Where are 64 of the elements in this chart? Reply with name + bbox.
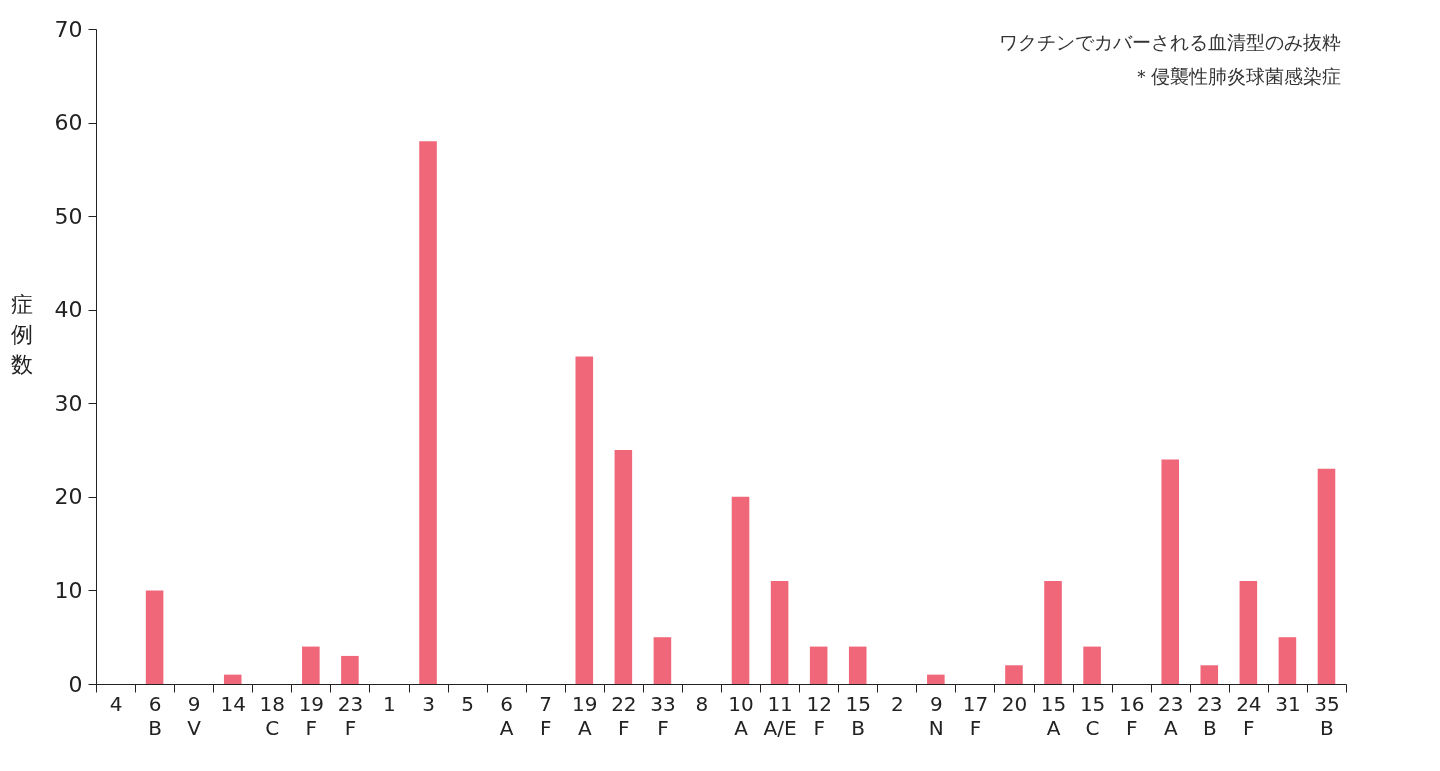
- bar: [1317, 468, 1336, 684]
- x-tick-label: 6 B: [148, 691, 162, 740]
- x-tick-label: 12 F: [806, 691, 832, 740]
- x-tick-label: 3: [422, 691, 435, 716]
- x-tick-label: 23 F: [337, 691, 364, 740]
- bar: [927, 674, 945, 684]
- x-tick-label: 9 V: [187, 691, 202, 740]
- y-tick-label: 60: [54, 110, 83, 136]
- x-tick-label: 2: [890, 691, 904, 716]
- bar: [1044, 581, 1062, 684]
- bar: [1278, 637, 1297, 684]
- bar: [1161, 459, 1180, 684]
- x-tick-label: 33 F: [650, 691, 676, 740]
- x-tick-label: 8: [695, 691, 709, 716]
- y-tick-label: 10: [54, 577, 83, 603]
- x-tick-label: 24 F: [1236, 691, 1262, 740]
- bar: [1239, 581, 1258, 684]
- x-tick-label: 18 C: [259, 691, 286, 740]
- bar: [1005, 665, 1023, 684]
- bar: [575, 356, 594, 684]
- x-tick-label: 19 A: [572, 691, 598, 740]
- x-tick-label: 20: [1001, 691, 1028, 716]
- bar: [848, 646, 867, 684]
- y-tick-label: 50: [54, 203, 83, 229]
- x-tick-label: 23 A: [1157, 691, 1184, 740]
- bar: [653, 637, 672, 684]
- y-tick-label: 70: [54, 16, 83, 42]
- x-tick-label: 7 F: [539, 691, 553, 740]
- x-tick-label: 31: [1275, 691, 1301, 716]
- bar: [145, 590, 164, 684]
- bar: [731, 496, 750, 684]
- bar: [1083, 646, 1101, 684]
- x-tick-label: 15 C: [1079, 691, 1106, 740]
- x-tick-label: 1: [383, 691, 396, 716]
- x-tick-label: 14: [220, 691, 246, 716]
- bar: [770, 581, 789, 684]
- x-tick-label: 4: [109, 691, 123, 716]
- x-tick-label: 15 A: [1040, 691, 1067, 740]
- bar: [341, 655, 359, 684]
- y-axis-title: 症例数: [10, 292, 33, 377]
- annotation: ＊侵襲性肺炎球菌感染症: [1132, 65, 1341, 87]
- x-tick-label: 6 A: [499, 691, 514, 740]
- annotation: ワクチンでカバーされる血清型のみ抜粋: [999, 31, 1341, 53]
- bar: [223, 674, 242, 684]
- y-tick-label: 20: [54, 484, 83, 510]
- x-tick-label: 10 A: [728, 691, 754, 740]
- y-tick-label: 40: [54, 297, 83, 323]
- bar: [809, 646, 828, 684]
- x-tick-label: 22 F: [611, 691, 637, 740]
- bar: [1200, 665, 1219, 684]
- y-tick-label: 30: [54, 390, 83, 416]
- y-tick-label: 0: [68, 671, 83, 697]
- bar: [302, 646, 320, 684]
- x-tick-label: 23 B: [1197, 691, 1223, 740]
- x-tick-label: 15 B: [845, 691, 871, 740]
- bar: [614, 450, 633, 684]
- x-tick-label: 5: [461, 691, 474, 716]
- bar: [419, 141, 437, 684]
- x-tick-label: 16 F: [1118, 691, 1145, 740]
- x-tick-label: 9 N: [928, 691, 944, 740]
- x-tick-label: 35 B: [1314, 691, 1340, 740]
- x-tick-label: 17 F: [962, 691, 989, 740]
- x-tick-label: 11 A/E: [763, 691, 797, 740]
- x-tick-label: 19 F: [298, 691, 325, 740]
